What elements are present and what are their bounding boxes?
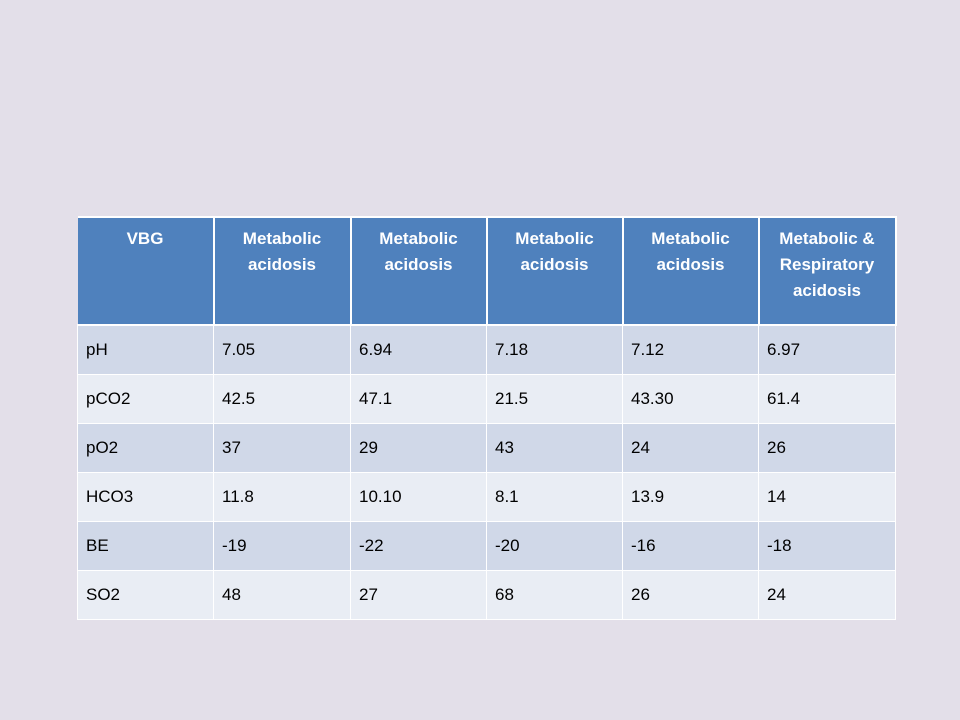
row-label-po2: pO2 [77, 422, 214, 473]
table-row: BE -19 -22 -20 -16 -18 [77, 520, 896, 571]
table-cell: 24 [622, 422, 759, 473]
row-label-ph: pH [77, 324, 214, 375]
row-label-hco3: HCO3 [77, 471, 214, 522]
table-cell: 7.18 [486, 324, 623, 375]
row-label-be: BE [77, 520, 214, 571]
table-cell: 8.1 [486, 471, 623, 522]
table-cell: -16 [622, 520, 759, 571]
table-cell: 24 [758, 569, 896, 620]
table-cell: -18 [758, 520, 896, 571]
header-cell-case-5: Metabolic & Respiratory acidosis [757, 216, 897, 326]
table-cell: 42.5 [213, 373, 351, 424]
table-cell: 61.4 [758, 373, 896, 424]
table-cell: 43 [486, 422, 623, 473]
table-cell: 47.1 [350, 373, 487, 424]
table-row: SO2 48 27 68 26 24 [77, 569, 896, 620]
header-cell-case-3: Metabolic acidosis [485, 216, 624, 326]
table-cell: -20 [486, 520, 623, 571]
table-cell: 7.05 [213, 324, 351, 375]
table-cell: 6.97 [758, 324, 896, 375]
header-cell-case-1: Metabolic acidosis [212, 216, 352, 326]
header-cell-case-4: Metabolic acidosis [621, 216, 760, 326]
header-cell-case-2: Metabolic acidosis [349, 216, 488, 326]
table-cell: 26 [758, 422, 896, 473]
row-label-so2: SO2 [77, 569, 214, 620]
header-cell-vbg: VBG [77, 216, 215, 326]
table-cell: 27 [350, 569, 487, 620]
table-cell: 6.94 [350, 324, 487, 375]
table-row: pH 7.05 6.94 7.18 7.12 6.97 [77, 324, 896, 375]
table-cell: 43.30 [622, 373, 759, 424]
table-cell: 10.10 [350, 471, 487, 522]
table-cell: 21.5 [486, 373, 623, 424]
table-cell: 48 [213, 569, 351, 620]
table-cell: -22 [350, 520, 487, 571]
table-cell: 29 [350, 422, 487, 473]
table-cell: 11.8 [213, 471, 351, 522]
table-row: pO2 37 29 43 24 26 [77, 422, 896, 473]
table-header-row: VBG Metabolic acidosis Metabolic acidosi… [77, 216, 897, 326]
table-row: pCO2 42.5 47.1 21.5 43.30 61.4 [77, 373, 896, 424]
table-cell: 37 [213, 422, 351, 473]
table-cell: 26 [622, 569, 759, 620]
table-cell: -19 [213, 520, 351, 571]
table-cell: 7.12 [622, 324, 759, 375]
vbg-table: VBG Metabolic acidosis Metabolic acidosi… [77, 216, 897, 620]
table-cell: 14 [758, 471, 896, 522]
table-cell: 68 [486, 569, 623, 620]
table-cell: 13.9 [622, 471, 759, 522]
row-label-pco2: pCO2 [77, 373, 214, 424]
table-row: HCO3 11.8 10.10 8.1 13.9 14 [77, 471, 896, 522]
